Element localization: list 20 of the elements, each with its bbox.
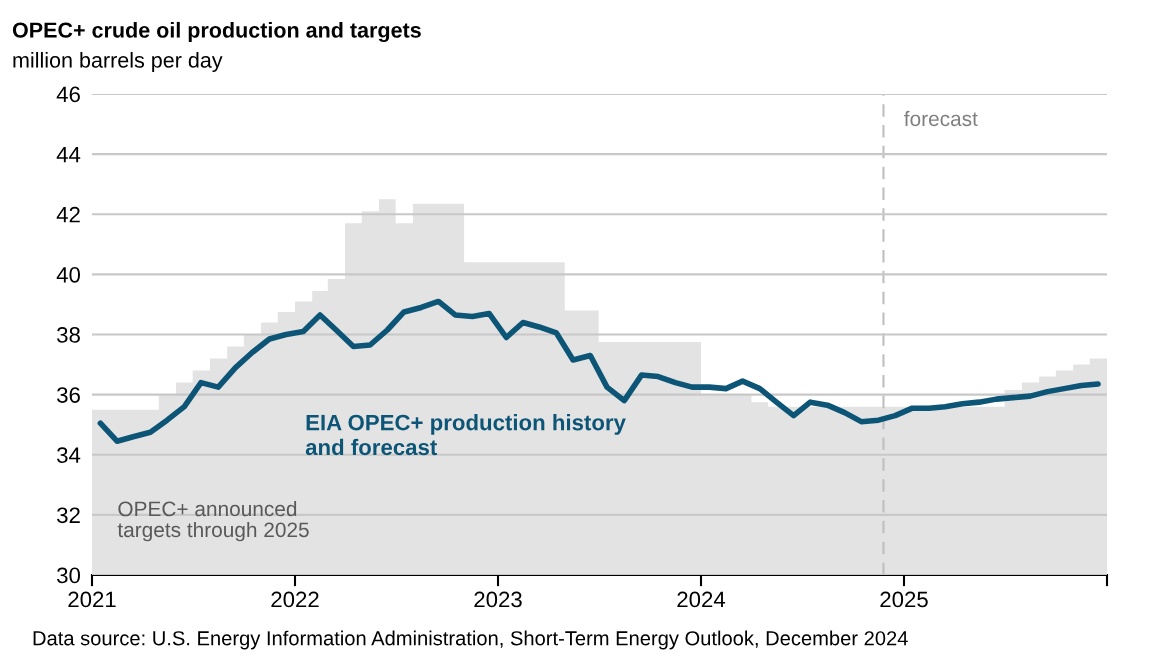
y-tick-label: 46 [56, 86, 80, 103]
y-tick-label: 42 [56, 206, 80, 223]
x-tick-label: 2023 [474, 591, 522, 608]
y-tick-label: 36 [57, 387, 80, 403]
chart-title: OPEC+ crude oil production and targets [12, 21, 421, 43]
source-note: Data source: U.S. Energy Information Administration, Short-Term Energy Outlook, December 2024 [33, 630, 908, 650]
y-tick-label: 40 [56, 266, 81, 283]
y-tick-label: 30 [57, 567, 81, 584]
y-tick-label: 32 [57, 507, 80, 524]
x-tick-label: 2024 [677, 591, 726, 608]
series-label: OPEC+ announced targets through 2025 [117, 500, 309, 542]
ref-line-label: forecast [904, 110, 978, 127]
y-tick-label: 44 [56, 146, 81, 163]
chart-subtitle: million barrels per day [13, 51, 223, 73]
y-tick-label: 38 [57, 327, 80, 343]
x-tick-label: 2021 [68, 591, 116, 608]
x-tick-label: 2022 [271, 591, 319, 608]
x-tick-label: 2025 [880, 591, 928, 608]
series-label: EIA OPEC+ production history and forecast [305, 414, 626, 456]
y-tick-label: 34 [57, 447, 81, 464]
